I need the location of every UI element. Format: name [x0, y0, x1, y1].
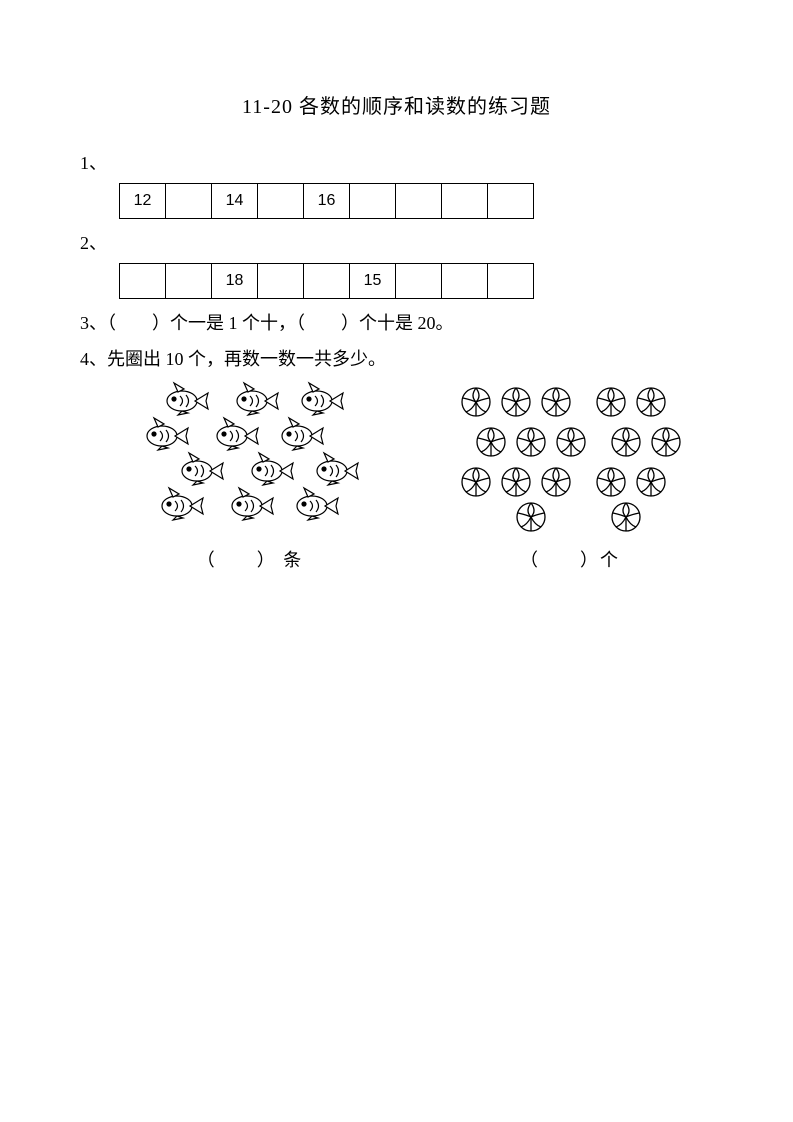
- fish-icon: [140, 416, 190, 451]
- q2-cell[interactable]: [487, 263, 534, 299]
- q1-cell[interactable]: [349, 183, 396, 219]
- volleyball-icon: [460, 466, 492, 498]
- q1-cell[interactable]: [257, 183, 304, 219]
- volleyball-icon: [540, 466, 572, 498]
- volleyball-icon: [595, 466, 627, 498]
- volleyball-icon: [515, 426, 547, 458]
- q1-cell[interactable]: 12: [119, 183, 166, 219]
- q2-cell[interactable]: 15: [349, 263, 396, 299]
- fish-icon: [225, 486, 275, 521]
- fish-icon: [310, 451, 360, 486]
- fish-icon: [210, 416, 260, 451]
- q1-cell[interactable]: [395, 183, 442, 219]
- volleyball-icon: [540, 386, 572, 418]
- fish-icon: [160, 381, 210, 416]
- question-3: 3、（ ）个一是 1 个十，（ ）个十是 20。: [80, 309, 713, 335]
- volleyball-icon: [500, 466, 532, 498]
- q1-cell[interactable]: 14: [211, 183, 258, 219]
- volleyball-icon: [610, 501, 642, 533]
- q2-cell[interactable]: [395, 263, 442, 299]
- figure-a-caption: （ ） 条: [197, 546, 304, 572]
- q1-cell[interactable]: [487, 183, 534, 219]
- ball-figure: [440, 381, 700, 531]
- figure-b-caption: （ ）个: [520, 546, 620, 572]
- q2-cell[interactable]: [441, 263, 488, 299]
- fish-icon: [245, 451, 295, 486]
- q1-cell[interactable]: 16: [303, 183, 350, 219]
- volleyball-icon: [555, 426, 587, 458]
- volleyball-icon: [595, 386, 627, 418]
- page-title: 11-20 各数的顺序和读数的练习题: [80, 90, 713, 119]
- figure-a-column: （ ） 条: [120, 381, 380, 572]
- question-1-boxes: 12 14 16: [120, 183, 713, 219]
- q1-cell[interactable]: [441, 183, 488, 219]
- fish-icon: [155, 486, 205, 521]
- figure-b-column: （ ）个: [440, 381, 700, 572]
- q2-cell[interactable]: [303, 263, 350, 299]
- q2-cell[interactable]: [119, 263, 166, 299]
- worksheet-page: 11-20 各数的顺序和读数的练习题 1、 12 14 16 2、 18 15 …: [0, 0, 793, 572]
- figure-row: （ ） 条: [120, 381, 713, 572]
- q1-cell[interactable]: [165, 183, 212, 219]
- question-4: 4、先圈出 10 个，再数一数一共多少。: [80, 345, 713, 371]
- q2-cell[interactable]: [165, 263, 212, 299]
- question-2-boxes: 18 15: [120, 263, 713, 299]
- volleyball-icon: [610, 426, 642, 458]
- volleyball-icon: [650, 426, 682, 458]
- volleyball-icon: [515, 501, 547, 533]
- volleyball-icon: [460, 386, 492, 418]
- fish-icon: [175, 451, 225, 486]
- question-1-label: 1、: [80, 149, 713, 175]
- question-2-label: 2、: [80, 229, 713, 255]
- volleyball-icon: [635, 386, 667, 418]
- volleyball-icon: [635, 466, 667, 498]
- volleyball-icon: [475, 426, 507, 458]
- volleyball-icon: [500, 386, 532, 418]
- fish-icon: [230, 381, 280, 416]
- fish-icon: [290, 486, 340, 521]
- q2-cell[interactable]: 18: [211, 263, 258, 299]
- fish-figure: [120, 381, 380, 531]
- fish-icon: [275, 416, 325, 451]
- q2-cell[interactable]: [257, 263, 304, 299]
- fish-icon: [295, 381, 345, 416]
